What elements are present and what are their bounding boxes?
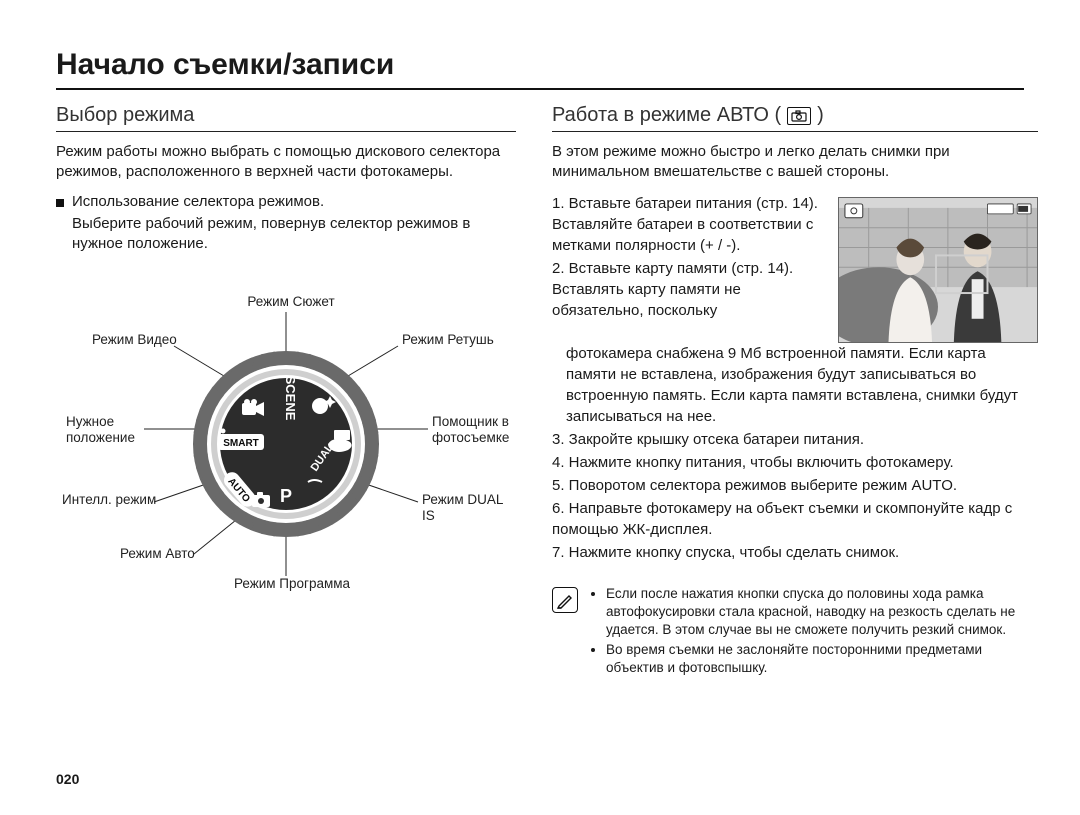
right-heading: Работа в режиме АВТО ( ) (552, 104, 1038, 132)
step-1: 1. Вставьте батареи питания (стр. 14). В… (552, 193, 824, 256)
after-bullet-text: Выберите рабочий режим, повернув селекто… (72, 214, 516, 255)
label-scene: Режим Сюжет (246, 294, 336, 310)
right-top-block: 1. Вставьте батареи питания (стр. 14). В… (552, 193, 1038, 343)
step-2a: 2. Вставьте карту памяти (стр. 14). Вста… (552, 258, 824, 321)
note-1: Если после нажатия кнопки спуска до поло… (606, 585, 1038, 640)
step-4: 4. Нажмите кнопку питания, чтобы включит… (552, 452, 1038, 473)
left-intro: Режим работы можно выбрать с помощью дис… (56, 142, 516, 183)
label-video: Режим Видео (92, 332, 177, 348)
left-column: Выбор режима Режим работы можно выбрать … (56, 104, 516, 680)
bullet-text: Использование селектора режимов. (72, 193, 324, 210)
step-3: 3. Закройте крышку отсека батареи питани… (552, 429, 1038, 450)
program-p-text: P (280, 486, 292, 506)
label-program: Режим Программа (232, 576, 352, 592)
label-auto: Режим Авто (120, 546, 195, 562)
step-5: 5. Поворотом селектора режимов выберите … (552, 475, 1038, 496)
right-heading-pre: Работа в режиме АВТО ( (552, 104, 781, 127)
label-smart: Интелл. режим (62, 492, 156, 508)
svg-text:SMART: SMART (223, 438, 259, 449)
label-guide: Помощник в фотосъемке (432, 414, 522, 446)
right-column: Работа в режиме АВТО ( ) В этом режиме м… (552, 104, 1038, 680)
scene-text: SCENE (283, 376, 298, 421)
steps-wide: фотокамера снабжена 9 Мб встроенной памя… (552, 343, 1038, 563)
right-heading-post: ) (817, 104, 824, 127)
step-6: 6. Направьте фотокамеру на объект съемки… (552, 498, 1038, 540)
note-2: Во время съемки не заслоняйте посторонни… (606, 641, 1038, 677)
camera-icon (787, 107, 811, 125)
square-bullet-icon (56, 199, 64, 207)
bullet-row: Использование селектора режимов. (56, 193, 516, 210)
label-retouch: Режим Ретушь (402, 332, 494, 348)
page-title: Начало съемки/записи (56, 48, 1024, 90)
mode-dial-diagram: SCENE (56, 264, 516, 624)
left-heading: Выбор режима (56, 104, 516, 132)
columns: Выбор режима Режим работы можно выбрать … (56, 104, 1024, 680)
label-desired: Нужное положение (66, 414, 144, 446)
step-7: 7. Нажмите кнопку спуска, чтобы сделать … (552, 542, 1038, 563)
step-2b: фотокамера снабжена 9 Мб встроенной памя… (566, 343, 1038, 427)
lcd-preview-svg (839, 198, 1037, 343)
note-icon (552, 587, 578, 613)
label-dualis: Режим DUAL IS (422, 492, 516, 524)
note-box: Если после нажатия кнопки спуска до поло… (552, 585, 1038, 680)
lcd-preview (838, 197, 1038, 343)
page-number: 020 (56, 771, 79, 787)
right-intro: В этом режиме можно быстро и легко делат… (552, 142, 1038, 183)
note-bullets: Если после нажатия кнопки спуска до поло… (588, 585, 1038, 680)
steps-narrow: 1. Вставьте батареи питания (стр. 14). В… (552, 193, 824, 323)
